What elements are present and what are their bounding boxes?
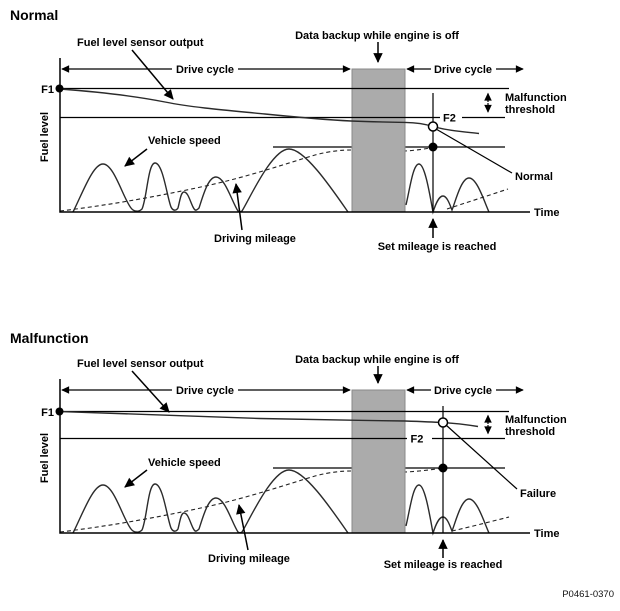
set-mileage-label: Set mileage is reached <box>378 241 497 253</box>
vehicle-speed-curve <box>72 469 349 534</box>
sensor-output-arrow <box>131 49 174 100</box>
vehicle-speed-curve <box>72 148 349 213</box>
data-backup-label: Data backup while engine is off <box>295 30 459 42</box>
f2-label: F2 <box>411 434 424 446</box>
vehicle-speed-label: Vehicle speed <box>148 457 221 469</box>
drive-cycle-label: Drive cycle <box>176 64 234 76</box>
normal-diagram: Normal Time Fuel level F1 F2 <box>10 7 567 253</box>
fuel-level-sensor-output-curve <box>59 410 479 428</box>
f2-reading-point <box>427 121 439 132</box>
axes <box>59 379 530 534</box>
driving-mileage-arrow <box>232 182 243 231</box>
diagram-title: Normal <box>10 7 58 23</box>
malfunction-threshold-label-line1: Malfunction <box>505 92 567 104</box>
f1-point <box>55 84 64 93</box>
malfunction-threshold-label-line2: threshold <box>505 426 555 438</box>
driving-mileage-label: Driving mileage <box>214 233 296 245</box>
set-mileage-point <box>428 142 438 152</box>
sensor-output-arrow <box>131 370 170 413</box>
malfunction-behind-layer <box>59 467 510 536</box>
drive-cycle-label: Drive cycle <box>176 385 234 397</box>
data-backup-label: Data backup while engine is off <box>295 354 459 366</box>
sensor-output-label: Fuel level sensor output <box>77 358 204 370</box>
f1-label: F1 <box>41 407 54 419</box>
driving-mileage-curve-reset <box>451 516 510 532</box>
driving-mileage-curve <box>59 467 445 533</box>
vehicle-speed-curve-after-backup <box>405 484 490 536</box>
driving-mileage-curve-reset <box>446 188 509 210</box>
malfunction-diagram: Malfunction Time Fuel level F1 F2 <box>10 330 567 571</box>
vehicle-speed-curve-after-backup <box>405 163 490 215</box>
set-mileage-point <box>438 463 448 473</box>
time-axis-label: Time <box>534 528 559 540</box>
f2-label: F2 <box>443 113 456 125</box>
set-mileage-label: Set mileage is reached <box>384 559 503 571</box>
axes <box>59 58 530 213</box>
f1-point <box>55 407 64 416</box>
diagram-title: Malfunction <box>10 330 89 346</box>
malfunction-threshold-label-line2: threshold <box>505 104 555 116</box>
drive-cycle2-label: Drive cycle <box>434 64 492 76</box>
result-label: Normal <box>515 171 553 183</box>
data-backup-bar <box>352 390 405 533</box>
driving-mileage-arrow <box>236 503 249 551</box>
drive-cycle2-label: Drive cycle <box>434 385 492 397</box>
driving-mileage-curve <box>59 146 435 212</box>
normal-behind-layer <box>59 146 509 215</box>
fuel-level-axis-label: Fuel level <box>39 433 51 483</box>
f1-label: F1 <box>41 84 54 96</box>
vehicle-speed-arrow <box>124 469 148 488</box>
f2-reading-point <box>437 417 449 428</box>
result-callout-line <box>435 128 513 174</box>
vehicle-speed-arrow <box>124 148 148 167</box>
sensor-output-label: Fuel level sensor output <box>77 37 204 49</box>
result-callout-line <box>445 424 518 490</box>
malfunction-threshold-label-line1: Malfunction <box>505 414 567 426</box>
fuel-level-sensor-output-curve <box>59 88 480 135</box>
fuel-level-axis-label: Fuel level <box>39 112 51 162</box>
data-backup-bar <box>352 69 405 212</box>
vehicle-speed-label: Vehicle speed <box>148 135 221 147</box>
time-axis-label: Time <box>534 207 559 219</box>
result-label: Failure <box>520 488 556 500</box>
driving-mileage-label: Driving mileage <box>208 553 290 565</box>
figure-code: P0461-0370 <box>562 589 614 600</box>
